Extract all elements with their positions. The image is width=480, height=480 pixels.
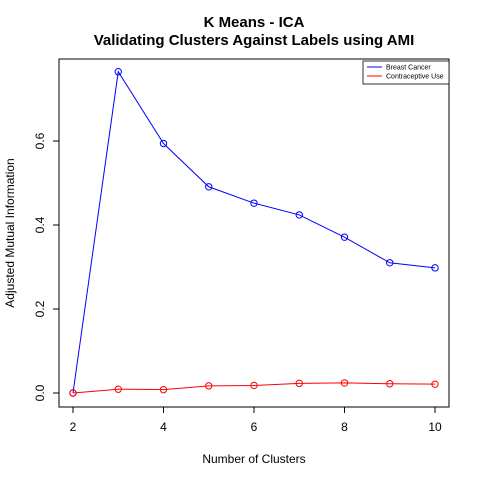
legend-box bbox=[362, 60, 450, 85]
data-point bbox=[431, 380, 439, 388]
data-point bbox=[114, 68, 122, 76]
y-tick-label: 0.2 bbox=[33, 300, 47, 317]
data-point bbox=[205, 183, 213, 191]
x-tick-label: 2 bbox=[70, 420, 77, 434]
x-tick-label: 6 bbox=[251, 420, 258, 434]
data-point bbox=[159, 385, 168, 394]
data-point bbox=[69, 389, 77, 397]
x-tick-label: 8 bbox=[341, 420, 348, 434]
x-axis-label: Number of Clusters bbox=[202, 452, 305, 466]
data-point bbox=[114, 385, 122, 393]
data-point bbox=[295, 211, 303, 219]
series-line bbox=[72, 382, 436, 394]
legend-label: Breast Cancer bbox=[386, 65, 431, 72]
legend: Breast Cancer Contraceptive Use bbox=[362, 60, 450, 85]
data-point bbox=[250, 381, 258, 390]
plot-frame bbox=[58, 58, 450, 408]
x-axis: 2 4 6 8 10 bbox=[70, 407, 442, 434]
y-tick-label: 0.4 bbox=[33, 216, 47, 233]
x-tick-label: 10 bbox=[428, 420, 442, 434]
data-point bbox=[205, 382, 213, 390]
data-point bbox=[386, 380, 394, 388]
y-axis-label: Adjusted Mutual Information bbox=[3, 158, 17, 307]
series-line bbox=[72, 70, 436, 394]
y-tick-label: 0.6 bbox=[33, 132, 47, 149]
series-layer bbox=[69, 68, 439, 397]
chart-title: K Means - ICA bbox=[204, 14, 305, 31]
data-point bbox=[250, 199, 258, 207]
data-point bbox=[386, 259, 394, 267]
data-point bbox=[295, 379, 303, 388]
chart-subtitle: Validating Clusters Against Labels using… bbox=[94, 32, 415, 49]
y-axis: 0.0 0.2 0.4 0.6 bbox=[33, 132, 59, 401]
data-point bbox=[340, 233, 349, 241]
data-point bbox=[340, 379, 349, 387]
data-point bbox=[159, 139, 168, 148]
y-tick-label: 0.0 bbox=[33, 384, 47, 401]
data-point bbox=[431, 264, 439, 272]
legend-label: Contraceptive Use bbox=[386, 74, 444, 81]
x-tick-label: 4 bbox=[160, 420, 167, 434]
